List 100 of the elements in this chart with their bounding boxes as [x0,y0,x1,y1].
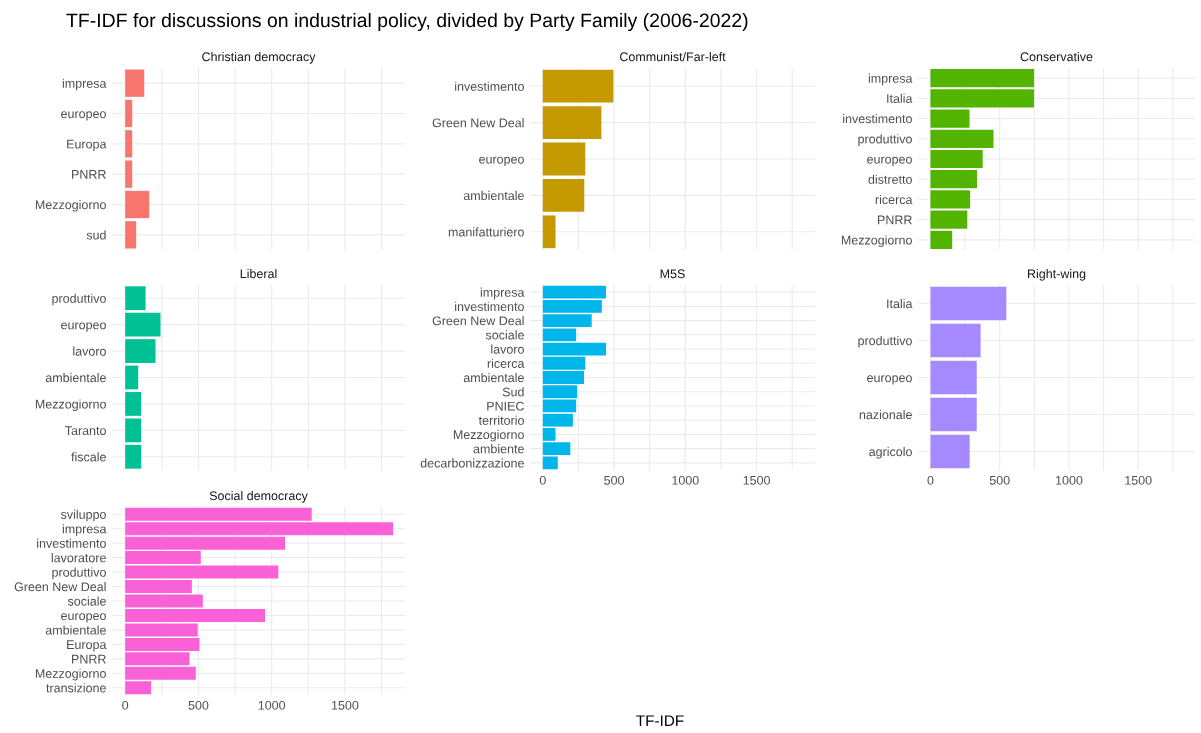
bar [125,339,156,363]
bar [930,89,1035,108]
y-tick-label: produttivo [52,293,106,306]
y-tick-label: PNIEC [487,401,524,411]
y-tick-label: europeo [61,111,106,121]
bar [125,312,161,337]
y-tick-label: Europa [67,640,107,652]
x-tick-label: 500 [188,700,209,710]
y-tick-label: impresa [480,287,525,300]
chart-title: Conservative [1020,52,1093,62]
bar [125,99,133,128]
chart-title: Communist/Far-left [620,52,726,62]
bar [542,342,606,356]
y-tick-label: Mezzogiorno [453,429,524,442]
bar [930,230,953,249]
y-tick-label: territorio [478,415,524,425]
y-tick-label: ambientale [45,625,106,635]
y-tick-label: investimento [843,114,912,124]
y-tick-label: lavoratore [51,553,106,563]
y-tick-label: Mezzogiorno [841,235,912,248]
y-tick-label: produttivo [52,567,106,580]
x-tick-label: 500 [604,475,625,485]
y-tick-label: produttivo [858,335,912,348]
text: TF-IDF [636,715,684,726]
y-tick-label: europeo [867,375,912,385]
y-tick-label: Green New Deal [432,118,524,128]
chart-title: Christian democracy [202,52,316,64]
bar [542,69,614,103]
y-tick-label: ricerca [875,194,913,205]
bar [125,160,133,188]
x-tick-label: 0 [122,700,129,710]
bar [542,142,586,176]
y-tick-label: Taranto [65,426,106,436]
bar [930,149,983,169]
chart-title: M5S [660,269,685,279]
bar [125,190,150,219]
chart-title: Social democracy [209,491,308,503]
bar [542,399,577,413]
bar [125,418,142,443]
bar [542,179,585,212]
bar [125,69,145,97]
y-tick-label: europeo [61,613,106,623]
bar [930,69,1035,88]
y-tick-label: PNRR [72,170,106,179]
y-tick-label: europeo [867,156,912,167]
y-tick-label: Sud [502,387,524,397]
x-tick-label: 0 [539,475,546,485]
y-tick-label: sociale [67,596,106,606]
y-tick-label: PNRR [72,654,106,664]
bar [125,286,146,311]
y-tick-label: fiscale [71,452,106,462]
y-tick-label: sociale [485,330,524,340]
bar [930,286,1007,321]
bar [930,323,981,358]
bar [930,129,994,148]
y-tick-label: impresa [868,73,913,86]
y-tick-label: investimento [455,81,524,91]
y-tick-label: Mezzogiorno [35,199,106,212]
bar [125,221,137,249]
x-tick-label: 1500 [743,475,770,485]
y-tick-label: nazionale [859,409,912,420]
y-tick-label: decarbonizzazione [420,458,524,468]
x-tick-label: 1000 [672,475,699,485]
y-tick-label: europeo [61,322,106,332]
y-tick-label: ambientale [45,372,106,383]
y-tick-label: transizione [46,683,106,693]
y-tick-label: Europa [67,139,107,151]
chart-title: Liberal [240,269,277,279]
bar [930,109,970,128]
y-tick-label: ambiente [473,444,524,454]
x-tick-label: 1000 [258,700,286,710]
y-tick-label: impresa [62,78,107,91]
y-tick-label: ricerca [487,358,525,368]
chart-title: Right-wing [1028,269,1086,281]
bar [930,190,971,209]
y-tick-label: produttivo [858,134,912,146]
y-tick-label: ambientale [463,190,524,201]
y-tick-label: lavoro [73,346,106,356]
bar [930,360,977,395]
y-tick-label: Mezzogiorno [35,399,106,412]
bar [125,365,139,390]
y-tick-label: Green New Deal [432,316,524,326]
bar [930,170,977,189]
y-tick-label: Green New Deal [14,582,106,592]
y-tick-label: impresa [62,524,107,536]
y-tick-label: PNRR [878,215,912,225]
y-tick-label: sviluppo [60,509,106,522]
y-tick-label: manifatturiero [448,227,524,237]
y-tick-label: investimento [455,301,524,311]
bar [125,444,142,469]
y-tick-label: distretto [868,174,912,184]
y-tick-label: agricolo [869,446,912,459]
y-tick-label: Mezzogiorno [35,668,106,681]
x-tick-label: 1500 [1125,475,1152,485]
bar [542,106,602,139]
y-tick-label: Italia [887,298,913,309]
y-tick-label: ambientale [463,372,524,383]
y-tick-label: sud [86,230,106,240]
bar [930,210,968,229]
bar [930,397,977,432]
